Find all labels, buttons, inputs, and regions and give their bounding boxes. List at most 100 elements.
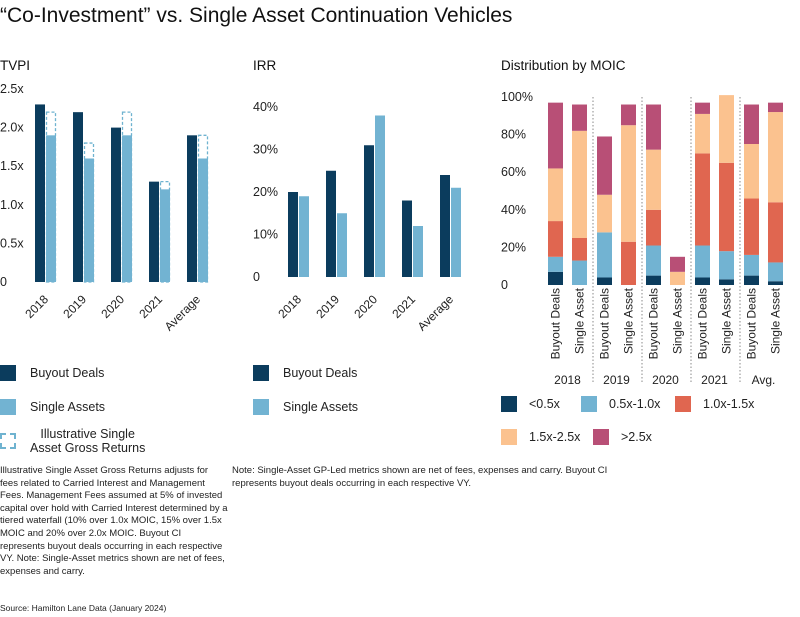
stacked-segment bbox=[548, 102, 563, 169]
legend-swatch-single-assets bbox=[0, 399, 16, 415]
legend-swatch-10-15 bbox=[675, 396, 691, 412]
footnote-left: Illustrative Single Asset Gross Returns … bbox=[0, 465, 228, 577]
stacked-segment bbox=[695, 277, 710, 285]
stacked-segment bbox=[695, 245, 710, 278]
legend-label-buyout: Buyout Deals bbox=[30, 366, 105, 380]
y-tick-label: 0 bbox=[501, 278, 508, 292]
x-category-label: Single Asset bbox=[622, 287, 636, 354]
single-asset-bar bbox=[375, 115, 385, 277]
stacked-segment bbox=[695, 153, 710, 246]
stacked-segment bbox=[768, 262, 783, 282]
legend-label-lt05: <0.5x bbox=[529, 397, 560, 411]
x-category-label: Single Asset bbox=[671, 287, 685, 354]
source-note: Source: Hamilton Lane Data (January 2024… bbox=[0, 603, 167, 613]
group-label: 2021 bbox=[701, 373, 728, 387]
legend-label-buyout: Buyout Deals bbox=[283, 366, 358, 380]
buyout-bar bbox=[73, 112, 83, 282]
y-tick-label: 0 bbox=[0, 275, 7, 289]
stacked-segment bbox=[597, 136, 612, 195]
stacked-segment bbox=[719, 162, 734, 252]
irr-chart-title: IRR bbox=[253, 58, 277, 73]
single-asset-bar bbox=[451, 187, 461, 277]
tvpi-chart-title: TVPI bbox=[0, 58, 31, 73]
stacked-segment bbox=[646, 209, 661, 246]
legend-swatch-buyout bbox=[0, 365, 16, 381]
stacked-segment bbox=[548, 271, 563, 285]
x-category-label: Single Asset bbox=[720, 287, 734, 354]
stacked-segment bbox=[695, 102, 710, 114]
legend-label-single-assets: Single Assets bbox=[30, 400, 106, 414]
buyout-bar bbox=[35, 104, 45, 282]
stacked-segment bbox=[670, 271, 685, 285]
single-asset-bar bbox=[46, 135, 56, 282]
single-asset-bar bbox=[122, 135, 132, 282]
legend-item-lt05: <0.5x bbox=[501, 396, 560, 412]
stacked-segment bbox=[572, 104, 587, 131]
stacked-segment bbox=[719, 251, 734, 280]
stacked-segment bbox=[768, 112, 783, 203]
y-tick-label: 0 bbox=[253, 270, 260, 284]
stacked-segment bbox=[646, 104, 661, 150]
legend-item-05-10: 0.5x-1.0x bbox=[581, 396, 660, 412]
page-title: “Co-Investment” vs. Single Asset Continu… bbox=[0, 4, 513, 27]
y-tick-label: 2.5x bbox=[0, 82, 24, 96]
y-tick-label: 10% bbox=[253, 228, 278, 242]
stacked-segment bbox=[719, 279, 734, 285]
tvpi-legend: Buyout Deals Single Assets Illustrative … bbox=[0, 364, 145, 455]
stacked-segment bbox=[670, 256, 685, 272]
legend-item-single-assets: Single Assets bbox=[0, 398, 145, 416]
y-tick-label: 40% bbox=[253, 100, 278, 114]
single-asset-bar bbox=[160, 189, 170, 282]
stacked-segment bbox=[597, 232, 612, 278]
group-label: 2018 bbox=[554, 373, 581, 387]
legend-label-single-assets: Single Assets bbox=[283, 400, 359, 414]
y-tick-label: 80% bbox=[501, 128, 526, 142]
legend-item-buyout: Buyout Deals bbox=[253, 364, 358, 382]
stacked-segment bbox=[572, 260, 587, 285]
stacked-segment bbox=[548, 256, 563, 272]
y-tick-label: 0.5x bbox=[0, 236, 24, 250]
single-asset-bar bbox=[198, 158, 208, 282]
stacked-segment bbox=[548, 168, 563, 222]
stacked-segment bbox=[548, 221, 563, 257]
irr-legend: Buyout Deals Single Assets bbox=[253, 364, 358, 416]
legend-label-10-15: 1.0x-1.5x bbox=[703, 397, 755, 411]
stacked-segment bbox=[646, 275, 661, 285]
legend-item-10-15: 1.0x-1.5x bbox=[675, 396, 754, 412]
y-tick-label: 2.0x bbox=[0, 121, 24, 135]
stacked-segment bbox=[621, 104, 636, 126]
y-tick-label: 20% bbox=[253, 185, 278, 199]
buyout-bar bbox=[149, 181, 159, 282]
stacked-segment bbox=[646, 245, 661, 276]
legend-swatch-15-25 bbox=[501, 429, 517, 445]
legend-item-illustrative: Illustrative Single Asset Gross Returns bbox=[0, 427, 145, 455]
stacked-segment bbox=[621, 241, 636, 285]
stacked-segment bbox=[621, 125, 636, 242]
x-category-label: Buyout Deals bbox=[598, 288, 612, 359]
buyout-bar bbox=[440, 175, 450, 277]
legend-swatch-buyout bbox=[253, 365, 269, 381]
y-tick-label: 60% bbox=[501, 165, 526, 179]
stacked-segment bbox=[744, 104, 759, 144]
group-label: Avg. bbox=[752, 373, 776, 387]
x-category-label: Buyout Deals bbox=[647, 288, 661, 359]
stacked-segment bbox=[768, 281, 783, 285]
legend-label-05-10: 0.5x-1.0x bbox=[609, 397, 661, 411]
group-label: 2019 bbox=[603, 373, 630, 387]
stacked-segment bbox=[597, 194, 612, 233]
legend-label-15-25: 1.5x-2.5x bbox=[529, 430, 581, 444]
single-asset-bar bbox=[337, 213, 347, 277]
y-tick-label: 30% bbox=[253, 143, 278, 157]
legend-item-15-25: 1.5x-2.5x bbox=[501, 429, 580, 445]
stacked-segment bbox=[597, 277, 612, 285]
legend-swatch-gt25 bbox=[593, 429, 609, 445]
stacked-segment bbox=[572, 130, 587, 238]
y-tick-label: 100% bbox=[501, 90, 533, 104]
stacked-segment bbox=[744, 144, 759, 199]
x-category-label: Single Asset bbox=[769, 287, 783, 354]
legend-swatch-05-10 bbox=[581, 396, 597, 412]
stacked-segment bbox=[572, 238, 587, 261]
stacked-segment bbox=[719, 95, 734, 163]
stacked-segment bbox=[695, 113, 710, 154]
